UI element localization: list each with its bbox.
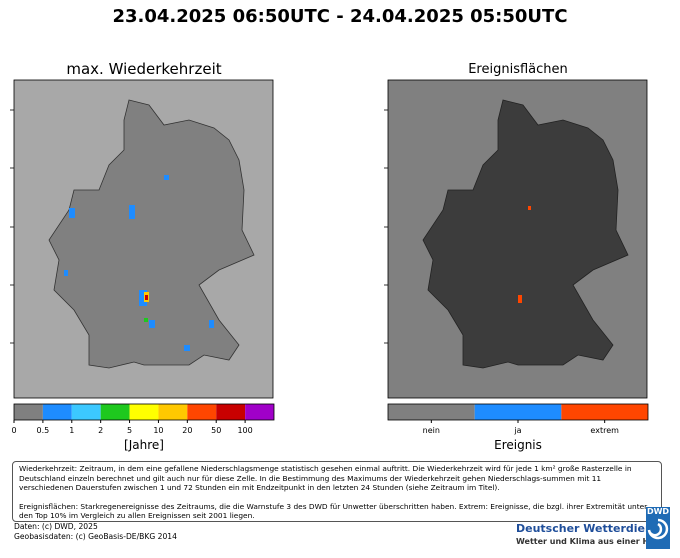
- logo: DWD: [646, 507, 670, 549]
- colorbar-tick-label: ja: [513, 426, 521, 435]
- colorbar-swatch: [158, 404, 188, 420]
- left-map: [10, 79, 274, 399]
- right-map: [384, 79, 648, 399]
- colorbar-swatch: [42, 404, 72, 420]
- logo-text: DWD: [646, 507, 670, 516]
- colorbar: 0 0.5 1 2 5 10 20 50 100: [11, 403, 275, 435]
- colorbar-swatch: [245, 404, 274, 420]
- colorbar-swatch: [100, 404, 130, 420]
- panel-title: max. Wiederkehrzeit: [66, 60, 222, 78]
- colorbar-tick-label: extrem: [590, 426, 619, 435]
- colorbar-tick-label: 5: [127, 426, 132, 435]
- geo-source: Geobasisdaten: (c) GeoBasis-DE/BKG 2014: [14, 532, 177, 541]
- note-text: Ereignisflächen: Starkregenereignisse de…: [19, 501, 648, 521]
- colorbar-tick-label: 1: [69, 426, 74, 435]
- colorbar-tick-label: 0.5: [37, 426, 50, 435]
- colorbar-swatch: [129, 404, 159, 420]
- colorbar-swatch: [388, 404, 475, 420]
- note-box: Wiederkehrzeit: Zeitraum, in dem eine ge…: [12, 461, 662, 522]
- logo-icon: [647, 518, 669, 540]
- colorbar-swatch: [14, 404, 43, 420]
- colorbar-swatch: [561, 404, 648, 420]
- colorbar-tick-label: 50: [211, 426, 221, 435]
- title: 23.04.2025 06:50UTC - 24.04.2025 05:50UT…: [112, 6, 568, 27]
- maps: 0 0.5 1 2 5 10 20 50 100 nein ja extrem: [10, 79, 649, 435]
- tagline: Wetter und Klima aus einer Hand: [516, 537, 667, 546]
- colorbar-tick-label: 100: [237, 426, 252, 435]
- colorbar-tick-label: 0: [11, 426, 16, 435]
- colorbar-label: [Jahre]: [124, 438, 164, 452]
- colorbar-tick-label: nein: [423, 426, 440, 435]
- note-text: Wiederkehrzeit: Zeitraum, in dem eine ge…: [19, 464, 632, 492]
- colorbar-swatch: [474, 404, 562, 420]
- colorbar-swatch: [187, 404, 217, 420]
- colorbar-tick-label: 10: [153, 426, 163, 435]
- colorbar-tick-label: 20: [182, 426, 192, 435]
- colorbar: nein ja extrem: [387, 403, 649, 435]
- colorbar-label: Ereignis: [494, 438, 542, 452]
- org: Deutscher Wetterdienst: [516, 522, 665, 535]
- colorbar-tick-label: 2: [98, 426, 103, 435]
- source: Daten: (c) DWD, 2025: [14, 522, 98, 531]
- panel-title: Ereignisflächen: [468, 62, 568, 77]
- colorbar-swatch: [71, 404, 101, 420]
- colorbar-frame: [13, 403, 275, 421]
- colorbar-swatch: [216, 404, 246, 420]
